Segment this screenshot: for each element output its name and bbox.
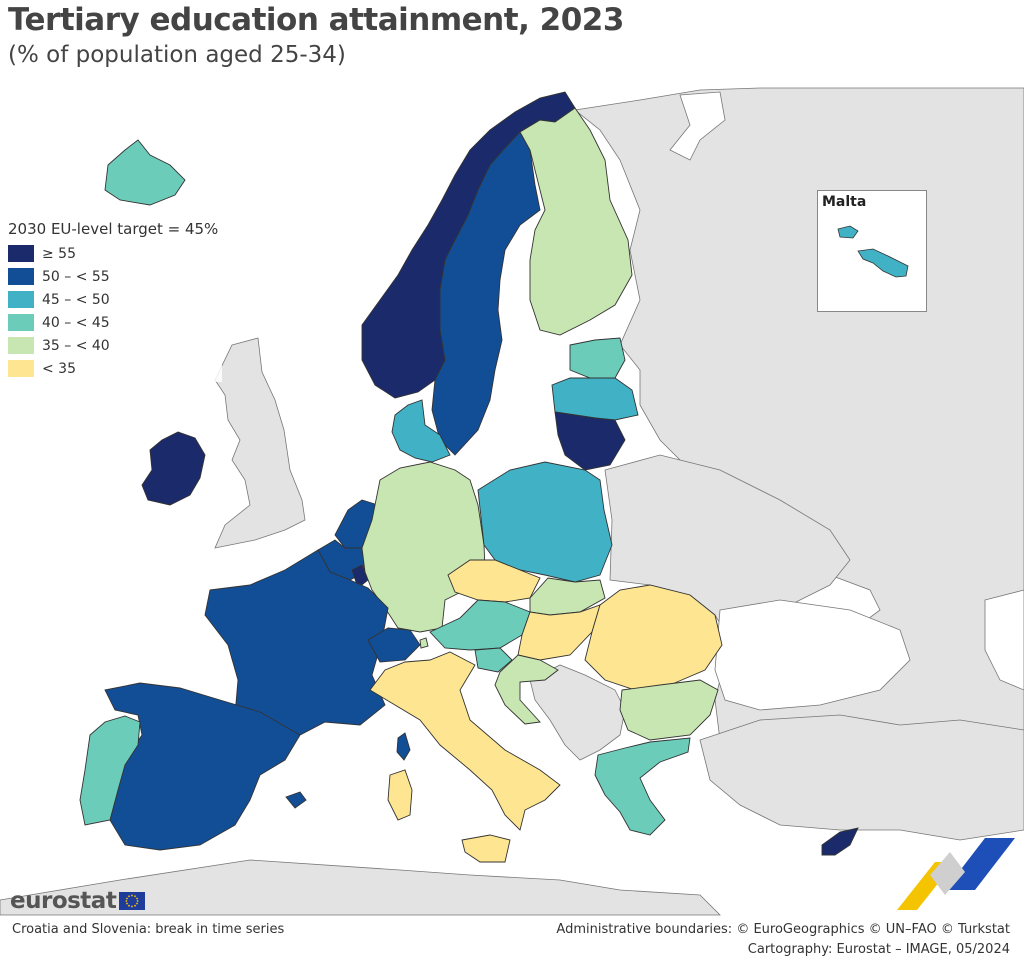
country-greece [594, 737, 691, 836]
credits-cartography: Cartography: Eurostat – IMAGE, 05/2024 [747, 942, 1010, 957]
legend: 2030 EU-level target = 45% ≥ 55 50 – < 5… [8, 220, 223, 382]
eurostat-logo-text: eurostat [10, 888, 117, 914]
malta-inset-label: Malta [822, 194, 867, 210]
country-finland [519, 107, 633, 336]
legend-label: 40 – < 45 [42, 314, 110, 331]
country-austria [429, 599, 531, 651]
country-spain [104, 682, 301, 851]
legend-item: 35 – < 40 [8, 334, 218, 357]
country-italy-sicily [461, 834, 511, 863]
credits-boundaries: Administrative boundaries: © EuroGeograp… [556, 922, 1010, 937]
legend-label: ≥ 55 [42, 245, 76, 262]
region-turkey [699, 714, 1024, 841]
malta-inset-map [837, 225, 909, 278]
legend-item: < 35 [8, 357, 218, 380]
country-switzerland [367, 627, 421, 663]
country-iceland [104, 139, 186, 206]
country-liechtenstein [419, 637, 429, 649]
country-italy [369, 651, 561, 831]
legend-swatch [8, 337, 34, 354]
country-croatia [494, 654, 559, 725]
country-lithuania [554, 411, 626, 471]
country-france-corsica [396, 732, 411, 761]
sea-white [669, 91, 726, 161]
legend-label: 50 – < 55 [42, 268, 110, 285]
legend-item: 45 – < 50 [8, 288, 218, 311]
malta-inset: Malta [817, 190, 927, 312]
country-italy-sardinia [387, 769, 413, 821]
legend-label: < 35 [42, 360, 76, 377]
country-ireland [141, 431, 206, 506]
eu-flag-icon [119, 892, 146, 910]
country-slovenia [474, 647, 513, 673]
legend-swatch [8, 291, 34, 308]
country-cyprus [821, 827, 859, 856]
legend-label: 45 – < 50 [42, 291, 110, 308]
eurostat-logo: eurostat [10, 888, 146, 914]
legend-item: 50 – < 55 [8, 265, 218, 288]
legend-item: 40 – < 45 [8, 311, 218, 334]
country-portugal [79, 715, 141, 826]
legend-title: 2030 EU-level target = 45% [8, 220, 219, 238]
country-czechia [447, 559, 541, 603]
legend-swatch [8, 245, 34, 262]
legend-swatch [8, 314, 34, 331]
footnote: Croatia and Slovenia: break in time seri… [12, 922, 285, 937]
sea-caspian [984, 589, 1024, 691]
map-title: Tertiary education attainment, 2023 [8, 2, 624, 38]
map-subtitle: (% of population aged 25-34) [8, 42, 346, 68]
region-uk [214, 337, 306, 549]
sea-black [714, 599, 911, 711]
country-sweden [431, 131, 541, 456]
country-malta-gozo [837, 225, 859, 239]
country-denmark [391, 399, 451, 463]
legend-swatch [8, 268, 34, 285]
region-balkans [529, 664, 626, 761]
eurostat-stripes-decoration [897, 838, 1015, 910]
country-estonia [569, 337, 626, 379]
legend-label: 35 – < 40 [42, 337, 110, 354]
country-spain-balearics [285, 791, 307, 809]
legend-item: ≥ 55 [8, 242, 218, 265]
legend-swatch [8, 360, 34, 377]
country-romania [584, 584, 723, 691]
region-north-africa [0, 859, 721, 916]
country-malta [857, 248, 909, 278]
country-bulgaria [619, 679, 719, 741]
